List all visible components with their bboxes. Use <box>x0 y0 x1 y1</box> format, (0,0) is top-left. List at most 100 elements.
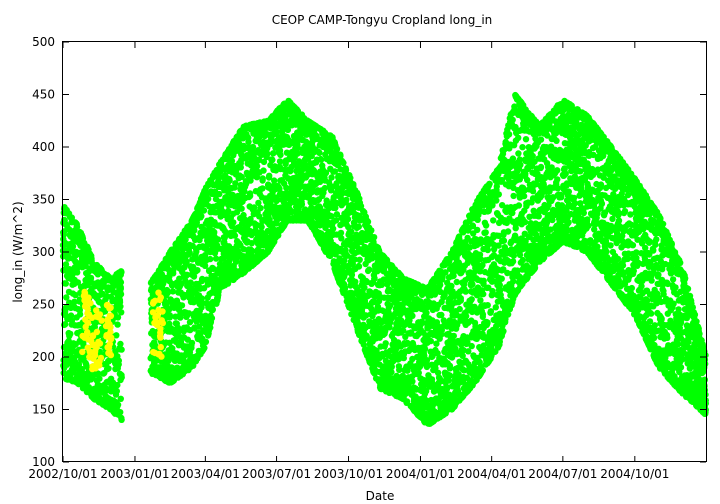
data-point <box>364 218 372 225</box>
data-point <box>460 367 468 374</box>
chart-title: CEOP CAMP-Tongyu Cropland long_in <box>272 13 493 27</box>
data-point <box>75 361 83 368</box>
data-point <box>118 309 125 316</box>
data-point <box>317 156 325 163</box>
data-point <box>421 345 429 353</box>
data-point <box>231 232 239 239</box>
data-point <box>198 212 205 220</box>
data-point <box>117 409 124 416</box>
data-point <box>269 156 276 164</box>
data-point <box>298 201 306 208</box>
data-point <box>118 416 125 423</box>
data-point <box>446 362 454 369</box>
data-point <box>117 283 124 291</box>
data-point <box>328 174 335 181</box>
data-point <box>462 312 470 320</box>
data-point <box>361 284 368 291</box>
data-point <box>202 338 210 345</box>
data-point <box>450 332 457 340</box>
data-point <box>486 180 493 188</box>
data-point <box>498 275 505 282</box>
data-point <box>260 167 267 174</box>
data-point <box>490 217 497 224</box>
data-point <box>238 205 245 212</box>
data-point <box>87 274 95 282</box>
data-point <box>113 332 120 339</box>
data-point <box>96 375 103 382</box>
data-point <box>382 340 389 347</box>
data-point <box>71 298 78 305</box>
data-point <box>253 162 261 170</box>
data-point <box>366 266 373 273</box>
data-point <box>355 263 363 270</box>
data-point <box>63 294 70 301</box>
data-point <box>214 236 222 243</box>
data-point <box>61 321 69 328</box>
data-point <box>67 330 74 338</box>
data-point <box>271 177 278 184</box>
data-point <box>450 272 457 280</box>
data-point <box>245 138 252 146</box>
data-point <box>344 215 352 223</box>
data-point <box>453 278 460 286</box>
data-point <box>492 304 499 311</box>
data-point <box>207 255 214 263</box>
data-point <box>270 150 277 157</box>
data-point <box>113 387 121 395</box>
data-point <box>409 378 416 385</box>
data-point <box>342 166 349 174</box>
data-point <box>175 326 182 334</box>
data-point <box>201 344 208 352</box>
data-point <box>117 291 125 298</box>
data-point <box>480 290 487 298</box>
data-point <box>368 227 375 234</box>
data-point <box>208 315 216 322</box>
x-axis-label: Date <box>366 489 395 503</box>
data-point <box>277 151 284 159</box>
data-point <box>484 302 491 309</box>
data-point <box>468 296 475 303</box>
data-point <box>114 381 121 389</box>
data-point <box>266 172 273 179</box>
data-point <box>117 395 125 402</box>
data-point <box>170 270 177 277</box>
data-point <box>264 150 271 158</box>
data-point <box>114 321 121 328</box>
data-point <box>469 281 476 288</box>
data-point <box>198 295 205 302</box>
data-point <box>82 254 89 262</box>
data-point <box>117 340 124 348</box>
data-point <box>343 196 350 204</box>
data-point <box>117 279 125 286</box>
data-point <box>114 314 122 321</box>
data-point <box>73 223 81 231</box>
data-point <box>480 277 487 284</box>
data-point <box>482 222 490 229</box>
data-point <box>169 288 177 295</box>
data-point <box>409 312 416 319</box>
data-point <box>316 149 323 156</box>
data-point <box>164 289 171 297</box>
data-point <box>205 195 212 203</box>
data-point <box>276 158 284 165</box>
data-point <box>493 197 500 204</box>
data-point <box>226 177 233 184</box>
data-point <box>67 312 75 319</box>
data-point <box>495 191 502 198</box>
data-point <box>118 269 125 276</box>
data-point <box>371 275 378 283</box>
data-point <box>62 280 69 287</box>
data-point <box>329 225 337 232</box>
data-point <box>474 226 481 234</box>
data-point <box>237 164 244 171</box>
data-point <box>427 337 434 345</box>
data-point <box>114 401 122 408</box>
data-point <box>479 311 487 318</box>
data-point <box>230 219 237 226</box>
y-axis-label: long_in (W/m^2) <box>11 201 25 302</box>
data-point <box>72 291 79 299</box>
data-point <box>479 367 486 374</box>
data-point <box>194 267 201 274</box>
data-point <box>183 258 190 265</box>
